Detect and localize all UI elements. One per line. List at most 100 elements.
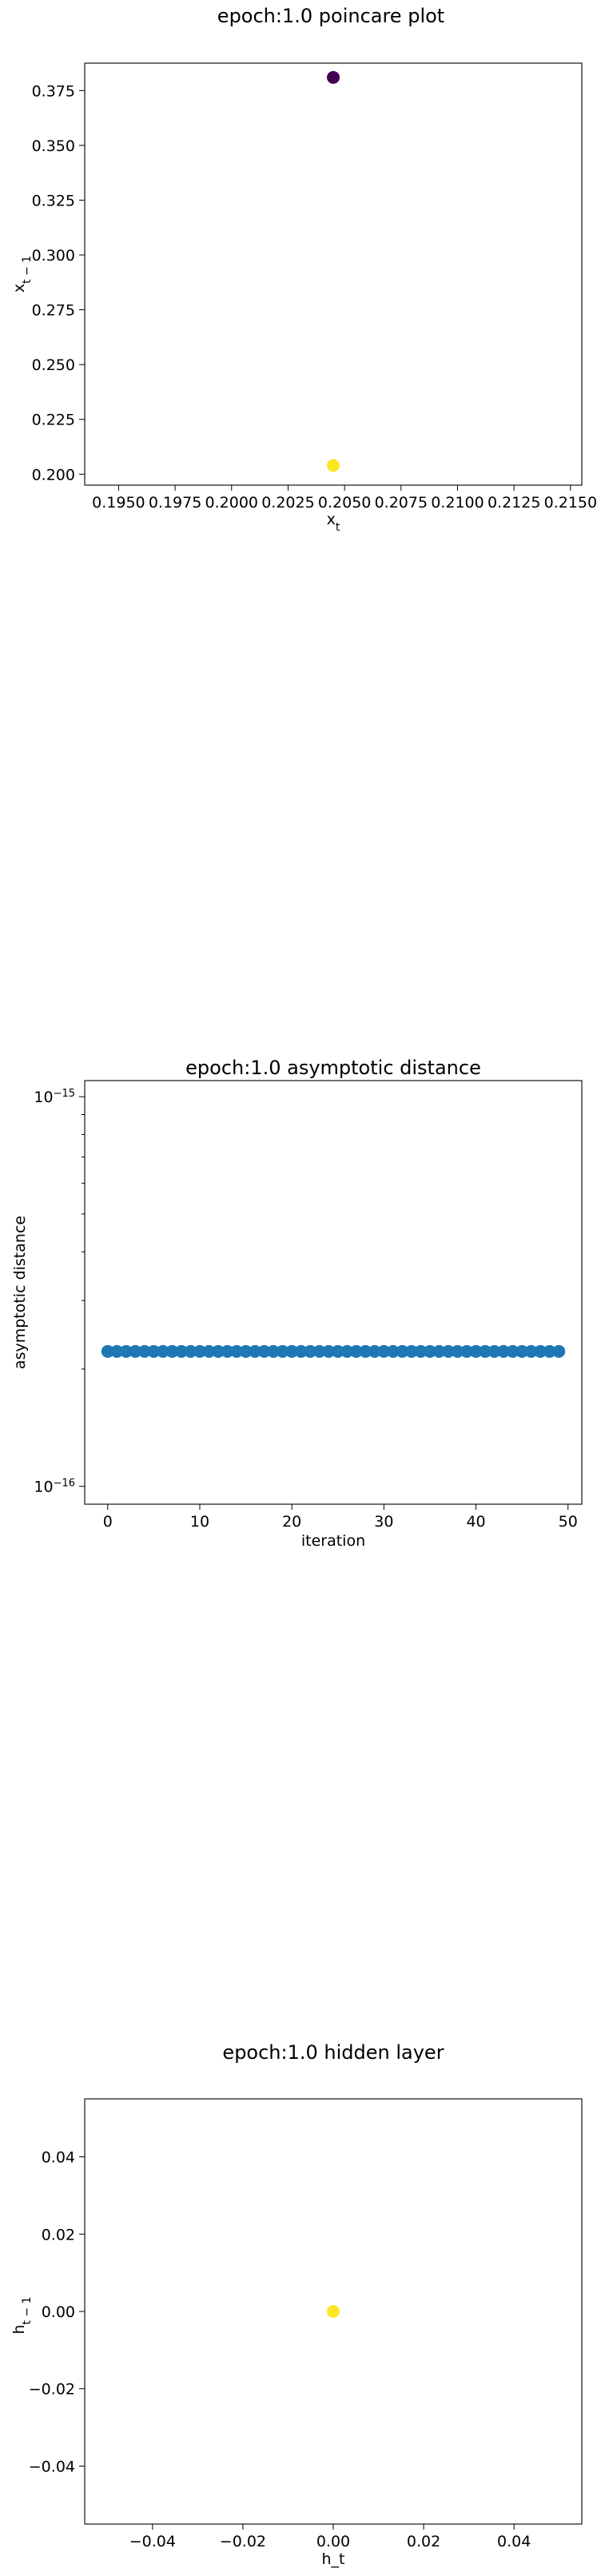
data-point (460, 1344, 474, 1358)
data-point (524, 1344, 538, 1358)
chart-title: epoch:1.0 poincare plot (217, 5, 444, 27)
data-point (552, 1344, 566, 1358)
data-point (137, 1344, 151, 1358)
x-tick-label: 0.1950 (92, 494, 145, 512)
x-tick-label: 0.1975 (149, 494, 201, 512)
y-tick-label: −0.04 (29, 2458, 75, 2475)
data-point (327, 2305, 340, 2318)
data-point (267, 1344, 281, 1358)
x-tick-label: 10 (190, 1513, 209, 1531)
data-point (221, 1344, 234, 1358)
x-tick-label: 0.2150 (544, 494, 597, 512)
plot-frame (84, 1080, 583, 1505)
data-point (322, 1344, 336, 1358)
y-axis-label: xt − 1 (10, 256, 34, 293)
data-point (543, 1344, 556, 1358)
y-tick-label: 0.275 (32, 302, 75, 320)
x-axis-label: iteration (301, 1532, 365, 1550)
y-tick-label: 0.200 (32, 466, 75, 484)
data-point (515, 1344, 529, 1358)
y-ticks: 0.200 0.225 0.250 0.275 0.300 0.325 0.350 0.375 (32, 82, 85, 484)
data-point (230, 1344, 244, 1358)
chart-title: epoch:1.0 hidden layer (222, 2041, 444, 2064)
data-point (386, 1344, 400, 1358)
data-point (276, 1344, 289, 1358)
x-ticks: 0 10 20 30 40 50 (103, 1504, 578, 1531)
x-tick-label: 0.02 (407, 2533, 440, 2550)
data-point (488, 1344, 501, 1358)
x-axis-label: h_t (322, 2550, 345, 2568)
poincare-chart: epoch:1.0 poincare plot 0.1950 0.1975 0.20… (10, 5, 597, 534)
x-tick-label: −0.04 (129, 2533, 176, 2550)
data-point (239, 1344, 253, 1358)
data-point (147, 1344, 161, 1358)
data-point (304, 1344, 317, 1358)
data-point (368, 1344, 381, 1358)
y-ticks: 10−16 10−15 (34, 1088, 85, 1496)
y-tick-label: 10−16 (34, 1477, 75, 1496)
y-tick-label: 0.250 (32, 356, 75, 374)
data-point (377, 1344, 391, 1358)
data-point (202, 1344, 216, 1358)
hidden-layer-chart: epoch:1.0 hidden layer −0.04 −0.02 0.00 0.0… (10, 2041, 583, 2568)
x-tick-label: 0.2075 (375, 494, 428, 512)
x-tick-label: 0.00 (316, 2533, 350, 2550)
x-tick-label: 20 (282, 1513, 301, 1531)
x-tick-label: 40 (466, 1513, 485, 1531)
data-points (101, 1344, 566, 1358)
data-point (331, 1344, 344, 1358)
data-point (432, 1344, 446, 1358)
y-tick-label: 0.225 (32, 412, 75, 429)
data-point (294, 1344, 308, 1358)
x-tick-label: 50 (559, 1513, 578, 1531)
x-tick-label: 30 (374, 1513, 393, 1531)
data-point (469, 1344, 483, 1358)
data-point (129, 1344, 142, 1358)
data-point (165, 1344, 179, 1358)
data-point (441, 1344, 455, 1358)
data-point (184, 1344, 197, 1358)
y-tick-label: 0.300 (32, 247, 75, 265)
x-ticks: 0.1950 0.1975 0.2000 0.2025 0.2050 0.2075 0.21… (92, 485, 597, 512)
x-tick-label: 0.2125 (488, 494, 540, 512)
data-point (249, 1344, 262, 1358)
data-point (101, 1344, 114, 1358)
data-point (327, 70, 340, 84)
data-point (349, 1344, 363, 1358)
data-point (174, 1344, 188, 1358)
data-point (414, 1344, 428, 1358)
data-point (257, 1344, 271, 1358)
data-point (340, 1344, 354, 1358)
y-tick-label: 0.02 (42, 2226, 75, 2244)
y-tick-label: −0.02 (29, 2381, 75, 2399)
y-ticks: −0.04 −0.02 0.00 0.02 0.04 (29, 2149, 85, 2475)
x-tick-label: 0.2050 (318, 494, 371, 512)
plot-frame (84, 62, 583, 486)
data-points (327, 2305, 340, 2318)
data-point (285, 1344, 299, 1358)
y-tick-label: 0.00 (42, 2303, 75, 2321)
data-point (423, 1344, 436, 1358)
x-tick-label: 0.2100 (431, 494, 484, 512)
data-point (404, 1344, 418, 1358)
y-tick-label: 0.375 (32, 82, 75, 100)
data-point (396, 1344, 409, 1358)
data-point (497, 1344, 511, 1358)
x-axis-label: xt (327, 511, 340, 534)
y-tick-label: 0.04 (42, 2149, 75, 2167)
y-axis-label: asymptotic distance (11, 1216, 29, 1369)
x-tick-label: 0.2025 (261, 494, 314, 512)
x-tick-label: 0.04 (497, 2533, 531, 2550)
data-point (534, 1344, 547, 1358)
y-tick-label: 0.325 (32, 192, 75, 209)
asymptotic-distance-chart: epoch:1.0 asymptotic distance 0 10 20 30 40 5… (11, 1057, 583, 1550)
x-tick-label: −0.02 (220, 2533, 266, 2550)
data-points (327, 70, 340, 472)
data-point (359, 1344, 372, 1358)
data-point (193, 1344, 206, 1358)
data-point (327, 459, 340, 472)
data-point (110, 1344, 124, 1358)
data-point (506, 1344, 519, 1358)
x-tick-label: 0.2000 (205, 494, 258, 512)
